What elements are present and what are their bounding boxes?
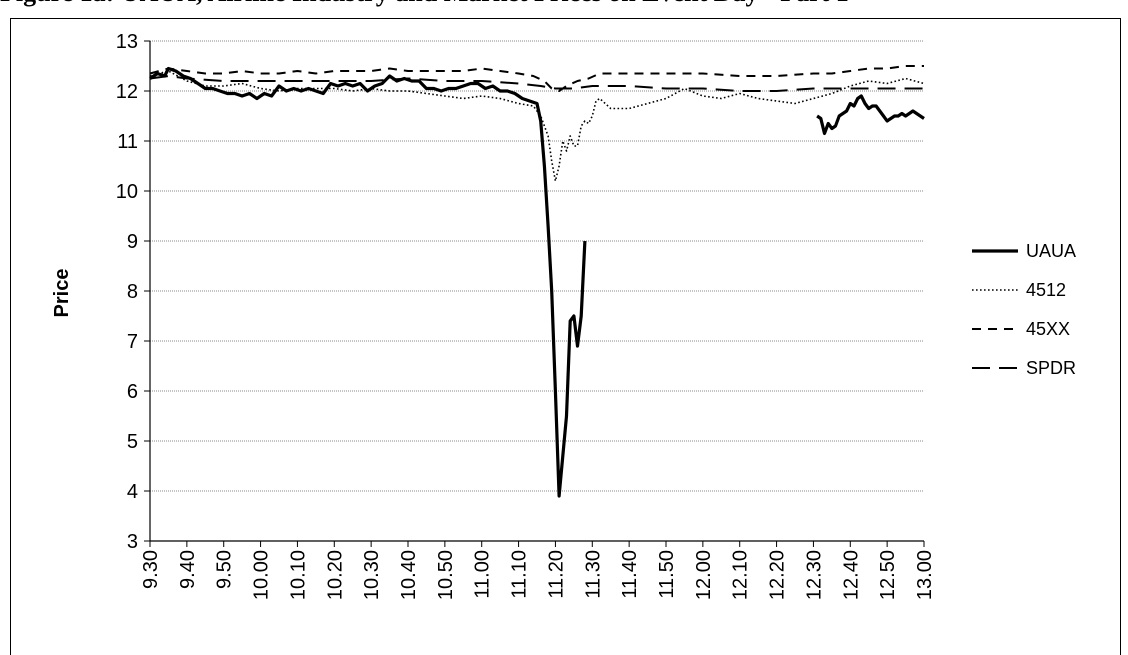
y-tick-label: 7 bbox=[127, 331, 138, 353]
x-tick-label: 12.00 bbox=[693, 550, 715, 600]
x-tick-label: 11.20 bbox=[545, 550, 567, 599]
chart-title: Figure 1a: UAUA, Airline Industry and Ma… bbox=[0, 0, 1128, 8]
y-tick-label: 8 bbox=[127, 281, 138, 303]
y-tick-label: 12 bbox=[116, 81, 138, 103]
x-tick-label: 11.40 bbox=[619, 550, 641, 599]
legend-label-uaua: UAUA bbox=[1026, 241, 1076, 261]
x-tick-label: 10.20 bbox=[324, 550, 346, 600]
series-line-spdr bbox=[149, 75, 924, 92]
x-tick-label: 11.10 bbox=[509, 550, 531, 599]
x-tick-label: 10.10 bbox=[287, 550, 309, 600]
x-tick-label: 10.30 bbox=[361, 550, 383, 600]
x-tick-label: 10.00 bbox=[251, 550, 273, 600]
x-tick-label: 12.50 bbox=[877, 550, 899, 600]
y-tick-label: 9 bbox=[127, 231, 138, 253]
series-line-45xx bbox=[149, 65, 924, 92]
legend-label-spdr: SPDR bbox=[1026, 358, 1076, 378]
series-line-4512 bbox=[149, 70, 925, 182]
legend: UAUA 4512 45XX SPDR bbox=[972, 241, 1076, 378]
y-tick-label: 6 bbox=[127, 381, 138, 403]
x-tick-labels: 9.30 9.40 9.50 10.00 10.10 10.20 10.30 10.40 10.… bbox=[140, 550, 936, 600]
y-tick-label: 4 bbox=[127, 481, 138, 503]
series-line-uaua bbox=[816, 94, 925, 136]
axes bbox=[144, 40, 925, 547]
x-tick-label: 9.30 bbox=[140, 550, 162, 589]
x-tick-label: 12.40 bbox=[840, 550, 862, 600]
y-tick-label: 10 bbox=[116, 181, 138, 203]
legend-label-4512: 4512 bbox=[1026, 280, 1066, 300]
x-tick-label: 12.20 bbox=[767, 550, 789, 600]
series-lines bbox=[149, 65, 925, 498]
x-tick-label: 11.50 bbox=[656, 550, 678, 599]
x-tick-label: 9.50 bbox=[214, 550, 236, 589]
y-tick-label: 5 bbox=[127, 431, 138, 453]
x-tick-label: 10.50 bbox=[435, 550, 457, 600]
y-tick-label: 3 bbox=[127, 531, 138, 553]
x-tick-label: 12.30 bbox=[803, 550, 825, 600]
gridlines bbox=[150, 40, 924, 492]
x-tick-label: 12.10 bbox=[730, 550, 752, 600]
y-axis-title: Price bbox=[51, 269, 73, 318]
x-tick-label: 9.40 bbox=[177, 550, 199, 589]
x-tick-label: 11.30 bbox=[582, 550, 604, 599]
y-tick-label: 13 bbox=[116, 31, 138, 53]
legend-label-45xx: 45XX bbox=[1026, 319, 1070, 339]
x-tick-label: 11.00 bbox=[472, 550, 494, 599]
y-tick-labels: 3 4 5 6 7 8 9 10 11 12 13 bbox=[116, 31, 138, 553]
series-line-uaua bbox=[149, 66, 587, 498]
y-tick-label: 11 bbox=[117, 131, 138, 153]
x-tick-label: 10.40 bbox=[398, 550, 420, 600]
chart-frame bbox=[10, 18, 1121, 655]
x-tick-label: 13.00 bbox=[914, 550, 936, 600]
